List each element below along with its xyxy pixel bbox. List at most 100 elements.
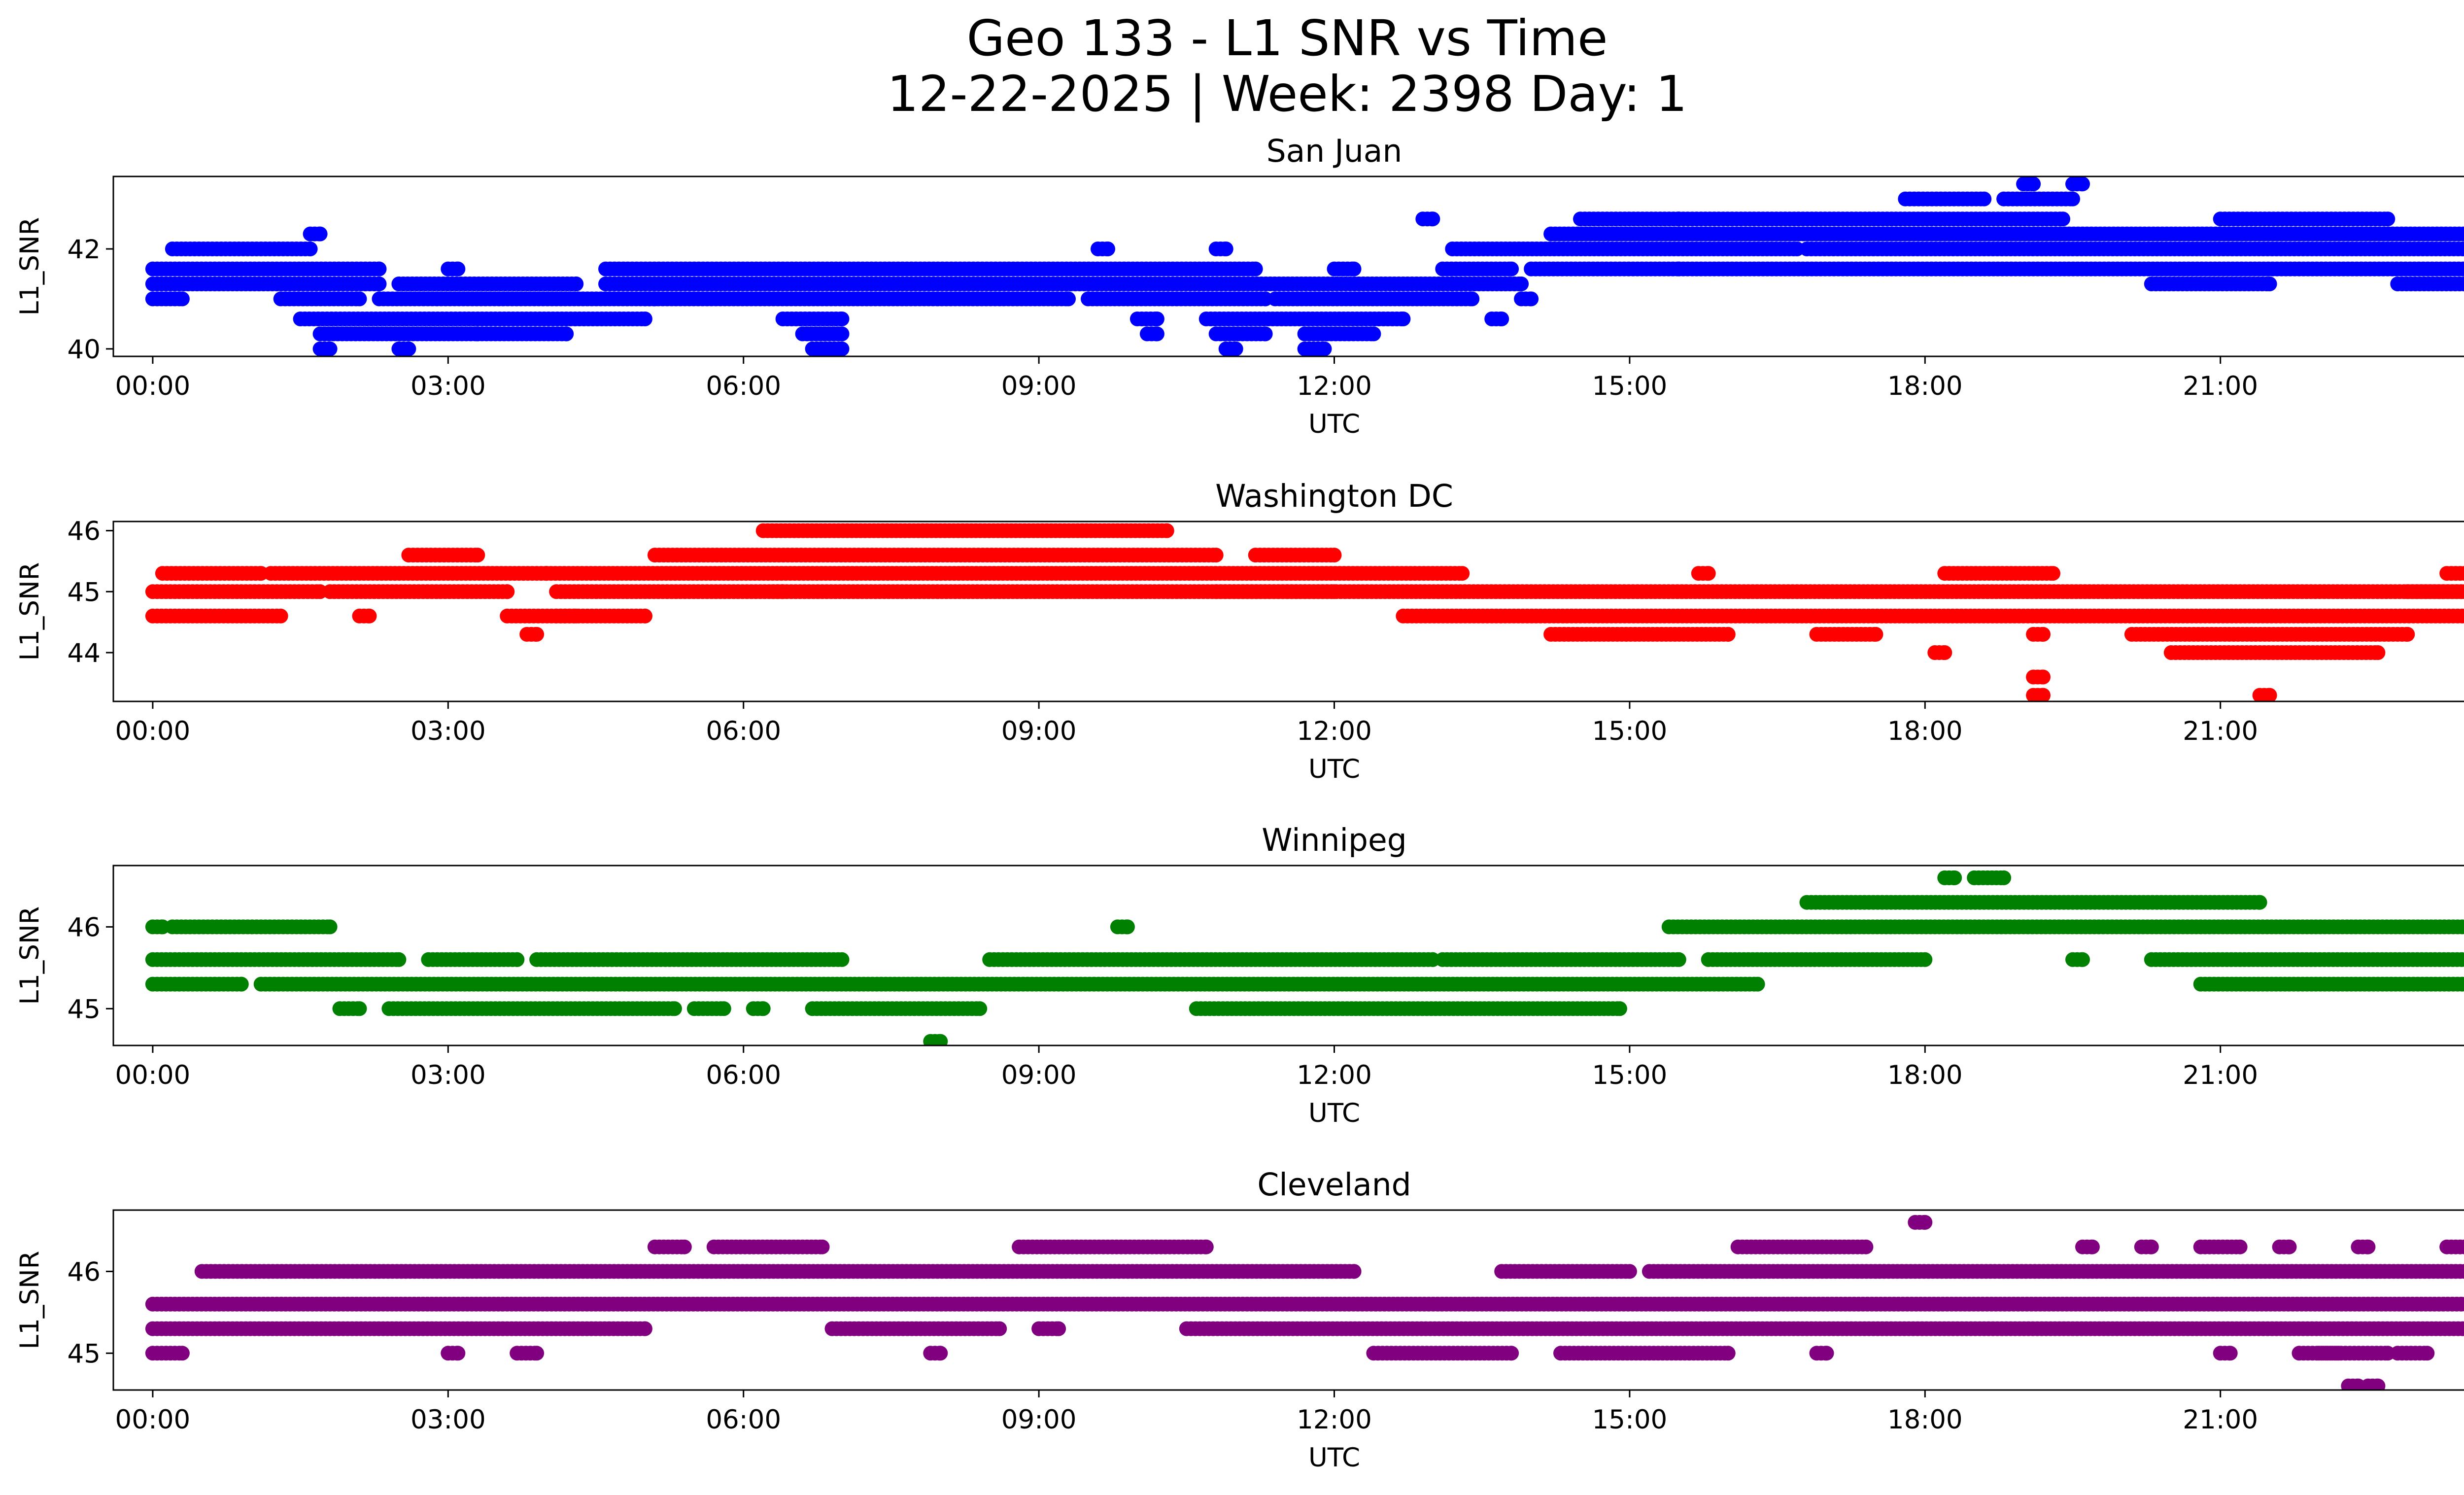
x-tick-label: 18:00: [1887, 371, 1963, 401]
figure-title-line2: 12-22-2025 | Week: 2398 Day: 1: [887, 65, 1687, 123]
data-point: [362, 608, 377, 624]
y-tick-label: 45: [68, 577, 101, 607]
y-tick-label: 42: [68, 235, 101, 265]
y-axis-label: L1_SNR: [15, 562, 45, 661]
data-point: [273, 608, 288, 624]
data-point: [2055, 211, 2070, 227]
data-point: [2036, 688, 2051, 701]
data-point: [2459, 920, 2464, 934]
x-tick-label: 00:00: [115, 716, 191, 746]
data-point: [2036, 626, 2051, 642]
x-tick-label: 06:00: [706, 716, 781, 746]
data-point: [1327, 548, 1342, 563]
data-point: [834, 341, 850, 356]
x-tick-label: 15:00: [1592, 716, 1668, 746]
data-point: [637, 608, 652, 624]
data-point: [1455, 566, 1470, 581]
subplot-1: Washington DC 00:00 03:00 06:00 09:00 12:00 15…: [15, 478, 2464, 784]
x-tick-label: 15:00: [1592, 371, 1668, 401]
data-point: [303, 242, 318, 256]
data-point: [2026, 176, 2041, 192]
x-tick-label: 00:00: [115, 371, 191, 401]
y-tick-label: 44: [68, 638, 101, 668]
data-point: [1937, 645, 1952, 660]
scatter-series: [145, 523, 2464, 701]
x-tick-label: 09:00: [1001, 716, 1077, 746]
data-point: [1346, 261, 1362, 277]
y-axis-label: L1_SNR: [15, 217, 45, 316]
data-point: [1327, 584, 1342, 599]
data-point: [1120, 919, 1135, 935]
data-point: [2380, 211, 2396, 227]
data-point: [1671, 952, 1686, 967]
data-point: [470, 548, 485, 563]
data-point: [322, 919, 338, 935]
data-point: [2370, 645, 2386, 660]
data-point: [1750, 976, 1765, 992]
x-axis-label: UTC: [1308, 409, 1360, 439]
data-point: [2400, 626, 2415, 642]
data-point: [569, 277, 584, 291]
x-axis-label: UTC: [1308, 754, 1360, 784]
data-point: [2458, 584, 2464, 599]
data-point: [716, 1001, 731, 1016]
x-tick-label: 03:00: [411, 371, 486, 401]
data-point: [775, 584, 790, 599]
data-point: [1612, 1001, 1627, 1016]
x-tick-label: 12:00: [1297, 371, 1372, 401]
subplot-title: San Juan: [1266, 133, 1403, 169]
data-point: [2262, 277, 2277, 291]
data-point: [2075, 176, 2090, 192]
data-point: [234, 976, 249, 992]
data-point: [1465, 291, 1480, 307]
data-point: [667, 1001, 682, 1016]
data-point: [1100, 242, 1115, 256]
data-point: [1504, 261, 1519, 277]
data-point: [1159, 523, 1174, 538]
data-point: [352, 291, 367, 307]
data-point: [1494, 312, 1509, 326]
data-point: [2462, 587, 2464, 597]
data-point: [1977, 191, 1992, 207]
data-point: [352, 1001, 367, 1016]
data-point: [322, 341, 338, 356]
data-point: [372, 261, 387, 277]
data-point: [1720, 626, 1736, 642]
data-point: [1366, 326, 1381, 342]
data-point: [2459, 609, 2464, 623]
subplot-title: Winnipeg: [1262, 822, 1407, 858]
subplot-0: San Juan 00:00 03:00 06:00 09:00 12:00 15:00 18…: [15, 133, 2464, 439]
x-tick-label: 12:00: [1297, 716, 1372, 746]
data-point: [972, 1001, 988, 1016]
data-point: [500, 584, 515, 599]
data-point: [1514, 277, 1529, 291]
data-point: [529, 626, 545, 642]
data-point: [1425, 211, 1440, 227]
data-point: [1149, 326, 1164, 342]
data-point: [637, 312, 652, 326]
data-point: [834, 312, 850, 326]
figure-title-line1: Geo 133 - L1 SNR vs Time: [967, 9, 1608, 67]
data-point: [2462, 568, 2464, 579]
data-point: [834, 952, 850, 967]
data-point: [834, 326, 850, 342]
x-tick-label: 06:00: [706, 371, 781, 401]
data-point: [1258, 326, 1273, 342]
x-tick-label: 21:00: [2183, 371, 2258, 401]
y-tick-label: 40: [68, 335, 101, 365]
data-point: [2036, 669, 2051, 685]
data-point: [2461, 228, 2464, 241]
data-point: [933, 1034, 948, 1045]
subplot-title: Washington DC: [1215, 478, 1453, 514]
scatter-series: [145, 870, 2464, 1045]
x-tick-label: 03:00: [411, 716, 486, 746]
data-point: [174, 291, 190, 307]
data-point: [1396, 312, 1411, 326]
x-tick-label: 09:00: [1001, 371, 1077, 401]
y-tick-label: 46: [68, 517, 101, 547]
data-point: [559, 326, 574, 342]
data-point: [1228, 341, 1243, 356]
data-point: [2460, 242, 2464, 256]
data-point: [391, 952, 407, 967]
